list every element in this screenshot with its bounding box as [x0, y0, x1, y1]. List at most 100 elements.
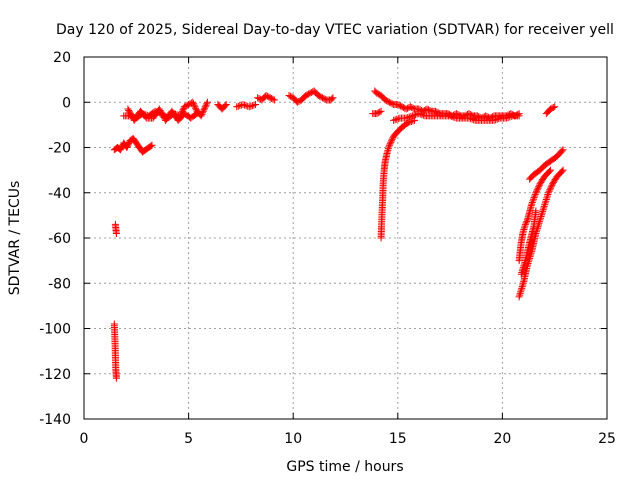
data-point	[470, 116, 478, 124]
data-point	[411, 116, 419, 124]
data-point	[112, 229, 120, 237]
data-point	[248, 102, 256, 110]
data-point	[199, 109, 207, 117]
data-point	[518, 283, 526, 291]
data-point	[559, 146, 567, 154]
data-point	[200, 106, 208, 114]
data-point	[558, 167, 566, 175]
y-tick-label: -120	[39, 367, 71, 383]
data-point	[520, 224, 528, 232]
data-point	[532, 207, 540, 215]
y-tick-label: -100	[39, 322, 71, 338]
data-point	[520, 260, 528, 268]
data-point	[405, 113, 413, 121]
data-point	[190, 101, 198, 109]
data-point	[419, 111, 427, 119]
data-point	[393, 115, 401, 123]
data-point	[492, 116, 500, 124]
data-point	[517, 270, 525, 278]
axis-ticks: 0 5 10 15 20 25 20 0 -20 -40 -60 -80 -100 -120 -140	[39, 50, 616, 447]
data-point	[518, 284, 526, 292]
x-tick-label: 5	[184, 431, 193, 447]
data-point	[521, 258, 529, 266]
data-point	[197, 112, 205, 120]
data-point	[449, 113, 457, 121]
data-point	[247, 102, 255, 110]
data-point	[245, 103, 253, 111]
data-point	[529, 197, 537, 205]
data-point	[549, 104, 557, 112]
data-point	[329, 94, 337, 102]
data-point	[466, 115, 474, 123]
data-point	[391, 116, 399, 124]
data-point	[544, 190, 552, 198]
y-tick-label: -80	[48, 276, 71, 292]
data-point	[533, 187, 541, 195]
y-tick-label: -40	[48, 186, 71, 202]
data-point	[515, 112, 523, 120]
data-point	[376, 108, 384, 116]
data-point	[544, 189, 552, 197]
data-point	[404, 119, 412, 127]
data-point	[538, 209, 546, 217]
data-point	[551, 103, 559, 111]
data-point	[409, 117, 417, 125]
data-point	[546, 186, 554, 194]
data-point	[531, 190, 539, 198]
data-point	[201, 103, 209, 111]
data-point	[410, 111, 418, 119]
data-point	[406, 118, 414, 126]
data-point	[534, 184, 542, 192]
data-point	[540, 202, 548, 210]
data-point	[193, 110, 201, 118]
x-tick-label: 0	[80, 431, 89, 447]
data-point	[495, 115, 503, 123]
data-point	[202, 101, 210, 109]
data-point	[383, 148, 391, 156]
data-point	[516, 289, 524, 297]
data-point	[518, 267, 526, 275]
data-point	[529, 195, 537, 203]
x-axis-label: GPS time / hours	[286, 459, 403, 475]
chart-title: Day 120 of 2025, Sidereal Day-to-day VTE…	[56, 22, 614, 38]
data-point	[189, 100, 197, 108]
data-point	[242, 102, 250, 110]
x-tick-label: 20	[493, 431, 511, 447]
data-point	[408, 112, 416, 120]
data-point	[528, 200, 536, 208]
data-point	[386, 140, 394, 148]
data-point	[390, 116, 398, 124]
data-point	[493, 115, 501, 123]
data-point	[451, 114, 459, 122]
data-point	[387, 138, 395, 146]
data-point	[191, 103, 199, 111]
y-tick-label: 20	[53, 50, 71, 66]
data-point	[234, 102, 242, 110]
data-point	[519, 265, 527, 273]
data-point	[523, 217, 531, 225]
data-point	[198, 110, 206, 118]
data-point	[407, 112, 415, 120]
data-point	[394, 115, 402, 123]
data-point	[528, 198, 536, 206]
data-point	[547, 183, 555, 191]
data-point	[521, 220, 529, 228]
data-point	[547, 184, 555, 192]
data-point	[416, 110, 424, 118]
data-point	[545, 167, 553, 175]
data-point	[328, 95, 336, 103]
data-point	[535, 183, 543, 191]
data-point	[199, 107, 207, 115]
data-point	[236, 102, 244, 110]
data-point	[468, 115, 476, 123]
data-point	[522, 219, 530, 227]
data-point	[404, 114, 412, 122]
data-point	[515, 293, 523, 301]
data-point	[530, 194, 538, 202]
y-tick-label: 0	[62, 95, 71, 111]
data-point	[559, 166, 567, 174]
data-point	[270, 96, 278, 104]
data-point	[402, 114, 410, 122]
data-point	[517, 286, 525, 294]
